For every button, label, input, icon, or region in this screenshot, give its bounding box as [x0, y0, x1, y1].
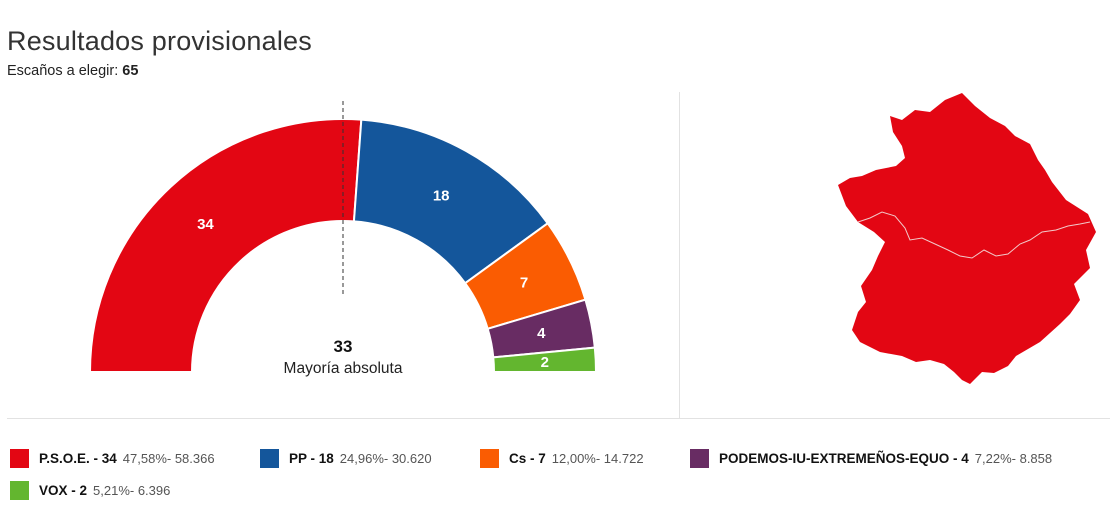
seat-label-1: 34	[197, 216, 214, 233]
chart-segments: 34 18 7 4 2	[88, 118, 598, 373]
legend-stats: 47,58%- 58.366	[122, 451, 215, 466]
province-border	[857, 211, 1091, 259]
legend-item-1[interactable]: P.S.O.E. - 34 47,58%- 58.366	[10, 449, 260, 468]
seat-segment-1[interactable]	[88, 118, 363, 373]
horizontal-divider	[7, 418, 1110, 419]
legend-party: P.S.O.E. - 34	[39, 451, 117, 466]
seat-label-2: 18	[433, 187, 450, 204]
seat-label-4: 4	[537, 325, 546, 342]
legend-party: PODEMOS-IU-EXTREMEÑOS-EQUO - 4	[719, 451, 969, 466]
legend-item-2[interactable]: PP - 18 24,96%- 30.620	[260, 449, 480, 468]
legend-party: PP - 18	[289, 451, 334, 466]
seats-label: Escaños a elegir:	[7, 63, 119, 79]
legend-stats: 12,00%- 14.722	[551, 451, 644, 466]
majority-label: Mayoría absoluta	[284, 360, 403, 377]
legend-party: Cs - 7	[509, 451, 546, 466]
legend-item-3[interactable]: Cs - 7 12,00%- 14.722	[480, 449, 690, 468]
seat-label-3: 7	[520, 274, 528, 291]
legend-party: VOX - 2	[39, 483, 88, 498]
extremadura-map-icon	[838, 93, 1096, 384]
legend-swatch	[260, 449, 279, 468]
legend-swatch	[10, 449, 29, 468]
legend-stats: 5,21%- 6.396	[93, 483, 171, 498]
seat-label-5: 2	[541, 354, 549, 371]
legend-item-5[interactable]: VOX - 2 5,21%- 6.396	[10, 481, 260, 500]
legend-item-4[interactable]: PODEMOS-IU-EXTREMEÑOS-EQUO - 4 7,22%- 8.8…	[690, 449, 1090, 468]
region-shape	[838, 93, 1096, 384]
legend-stats: 24,96%- 30.620	[339, 451, 432, 466]
legend-swatch	[10, 481, 29, 500]
page-title: Resultados provisionales	[7, 26, 312, 56]
seat-segment-5[interactable]	[492, 346, 598, 373]
majority-value: 33	[334, 337, 353, 356]
seats-summary: Escaños a elegir: 65	[7, 63, 138, 79]
legend-stats: 7,22%- 8.858	[974, 451, 1053, 466]
seats-total: 65	[122, 63, 139, 79]
parliament-chart: 34 18 7 4 2 33 Mayoría absoluta	[88, 101, 598, 377]
legend-swatch	[690, 449, 709, 468]
legend: P.S.O.E. - 34 47,58%- 58.366 PP - 18 24,96%…	[10, 449, 1100, 500]
vertical-divider	[679, 92, 680, 418]
legend-swatch	[480, 449, 499, 468]
